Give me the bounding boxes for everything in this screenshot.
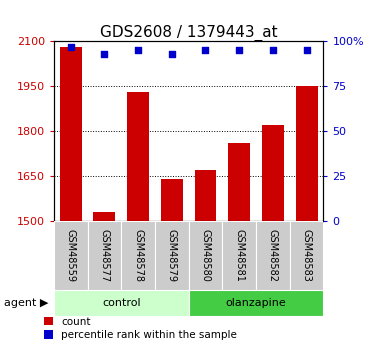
Point: [236, 48, 242, 53]
Bar: [94, 212, 115, 221]
Title: GDS2608 / 1379443_at: GDS2608 / 1379443_at: [100, 25, 278, 41]
Text: GSM48581: GSM48581: [234, 229, 244, 282]
Text: GSM48559: GSM48559: [66, 229, 76, 282]
Text: GSM48582: GSM48582: [268, 229, 278, 282]
Bar: [228, 143, 250, 221]
Bar: [256, 221, 290, 290]
Text: agent ▶: agent ▶: [4, 298, 48, 308]
Text: GSM48577: GSM48577: [99, 229, 109, 282]
Bar: [54, 221, 88, 290]
Bar: [88, 221, 121, 290]
Point: [303, 48, 310, 53]
Point: [169, 51, 175, 57]
Point: [101, 51, 107, 57]
Bar: [155, 221, 189, 290]
Point: [68, 44, 74, 50]
Bar: [54, 290, 189, 316]
Bar: [262, 125, 284, 221]
Bar: [296, 86, 318, 221]
Point: [270, 48, 276, 53]
Bar: [121, 221, 155, 290]
Text: GSM48580: GSM48580: [201, 229, 211, 282]
Bar: [161, 179, 183, 221]
Point: [135, 48, 141, 53]
Text: GSM48583: GSM48583: [301, 229, 311, 282]
Text: GSM48578: GSM48578: [133, 229, 143, 282]
Point: [203, 48, 209, 53]
Bar: [290, 221, 323, 290]
Bar: [189, 290, 323, 316]
Bar: [223, 221, 256, 290]
Bar: [189, 221, 223, 290]
Legend: count, percentile rank within the sample: count, percentile rank within the sample: [44, 317, 237, 340]
Text: GSM48579: GSM48579: [167, 229, 177, 282]
Bar: [127, 92, 149, 221]
Text: control: control: [102, 298, 141, 308]
Bar: [60, 47, 82, 221]
Text: olanzapine: olanzapine: [226, 298, 286, 308]
Bar: [194, 170, 216, 221]
